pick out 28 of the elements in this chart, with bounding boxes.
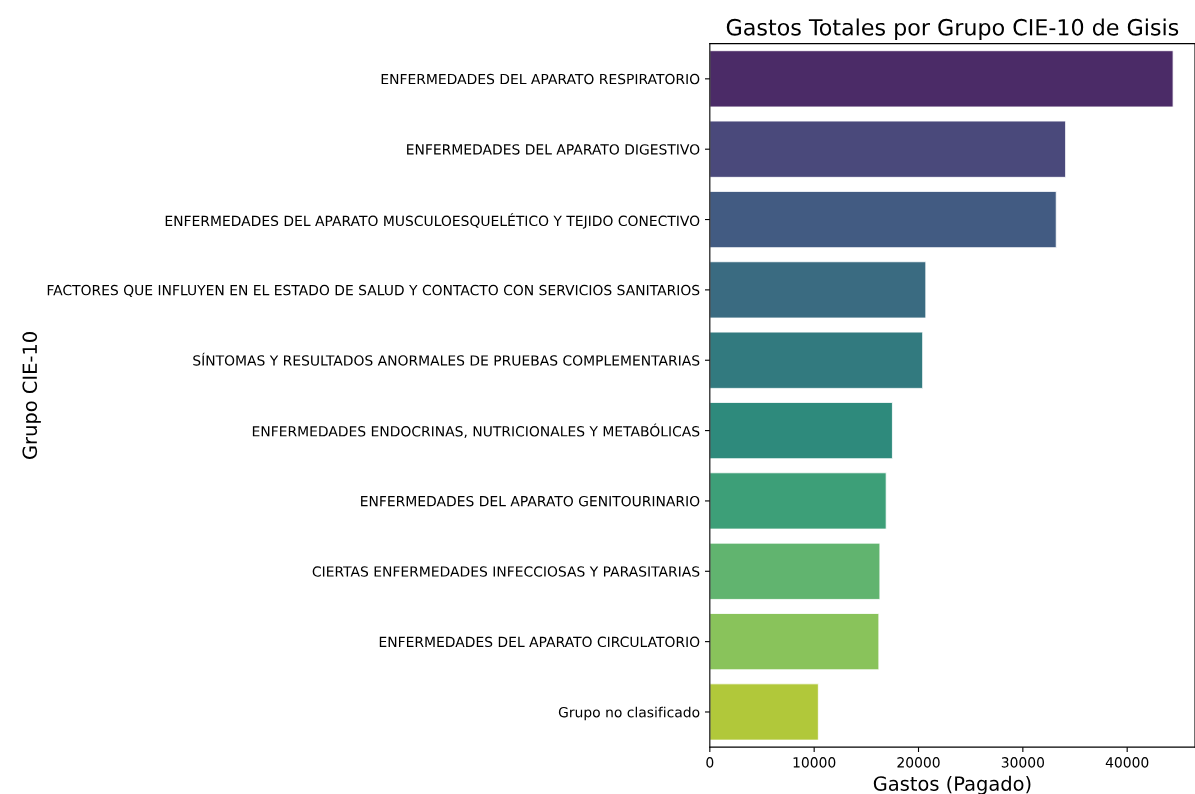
x-tick-label: 20000 (897, 757, 940, 768)
y-tick-label: Grupo no clasificado (558, 706, 700, 721)
y-tick-label: FACTORES QUE INFLUYEN EN EL ESTADO DE SALUD Y CONTACTO CON SERVICIOS SANITARIOS (47, 284, 700, 297)
x-tick-label: 40000 (1105, 757, 1149, 768)
x-tick-label: 0 (706, 757, 714, 768)
bar (709, 683, 819, 741)
y-tick-label: ENFERMEDADES ENDOCRINAS, NUTRICIONALES Y METABÓLICAS (252, 423, 700, 438)
x-axis-title: Gastos (Pagado) (873, 775, 1031, 794)
y-tick-label: ENFERMEDADES DEL APARATO RESPIRATORIO (381, 73, 700, 85)
bar (709, 331, 924, 389)
bar (709, 50, 1174, 108)
y-tick-label: ENFERMEDADES DEL APARATO MUSCULOESQUELÉTICO Y TEJIDO CONECTIVO (165, 213, 700, 229)
y-tick-label: SÍNTOMAS Y RESULTADOS ANORMALES DE PRUEBAS COMPLEMENTARIAS (193, 352, 700, 366)
y-axis-title: Grupo CIE-10 (22, 332, 41, 459)
y-tick-label: ENFERMEDADES DEL APARATO CIRCULATORIO (379, 636, 700, 648)
x-tick-label: 10000 (793, 757, 836, 768)
bar (709, 120, 1067, 178)
bar (709, 542, 881, 600)
bar (709, 402, 893, 460)
y-tick-label: ENFERMEDADES DEL APARATO DIGESTIVO (407, 144, 700, 155)
bar (709, 261, 927, 319)
bar (709, 613, 880, 671)
bar (709, 190, 1057, 249)
bar (709, 472, 887, 530)
y-tick-label: ENFERMEDADES DEL APARATO GENITOURINARIO (361, 495, 700, 507)
chart-title: Gastos Totales por Grupo CIE-10 de Gisis (726, 18, 1179, 40)
y-tick-label: CIERTAS ENFERMEDADES INFECCIOSAS Y PARASITARIAS (312, 566, 700, 577)
x-tick-label: 30000 (1001, 757, 1045, 768)
